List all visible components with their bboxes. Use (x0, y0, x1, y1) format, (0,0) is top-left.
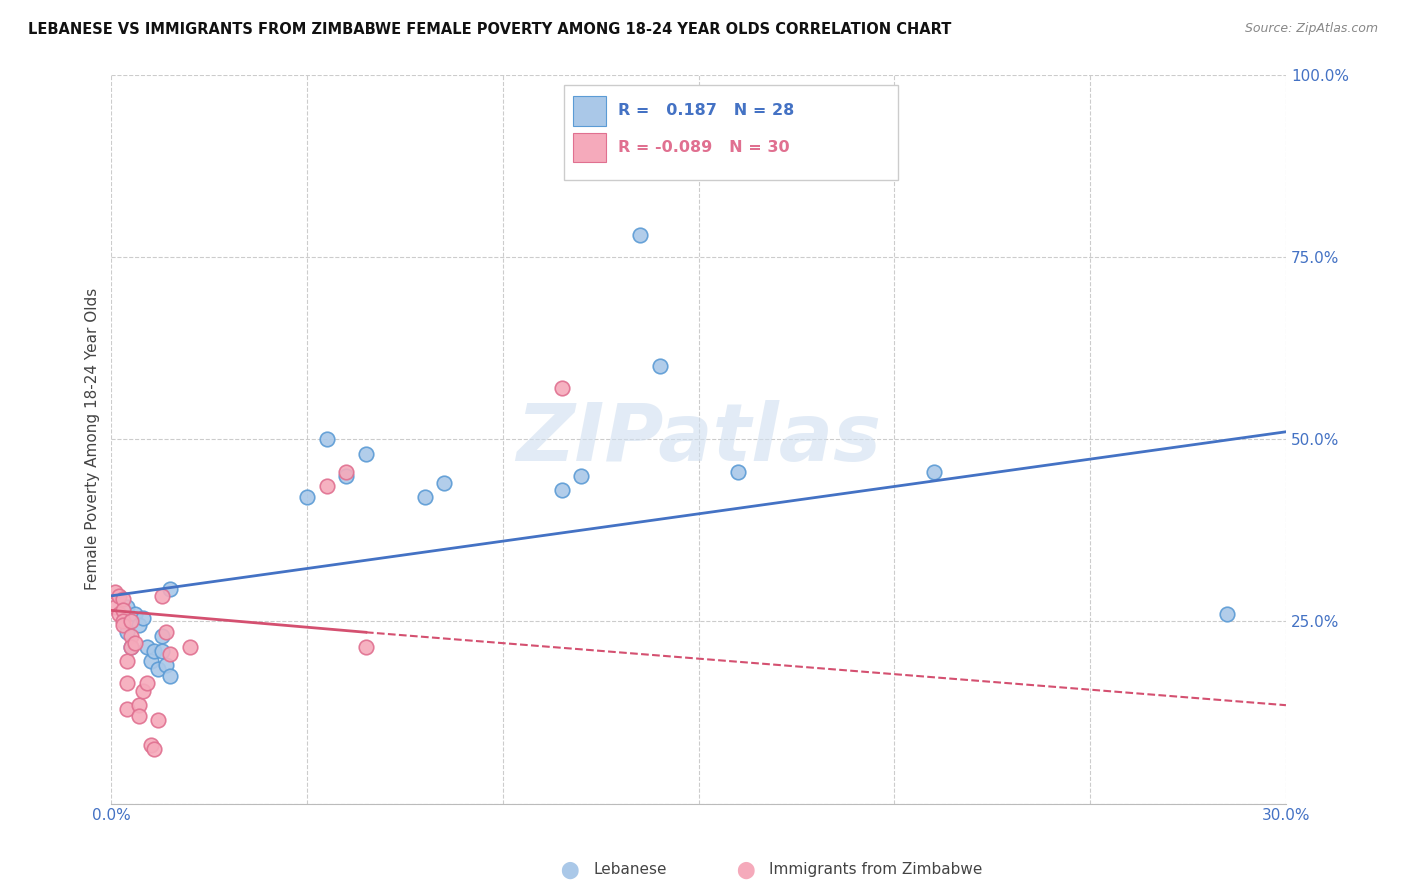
Text: R =   0.187   N = 28: R = 0.187 N = 28 (617, 103, 794, 119)
Point (115, 676, 138, 690)
Point (335, 465, 357, 479)
Point (155, 658, 177, 673)
Point (124, 636, 146, 650)
Text: ZIPatlas: ZIPatlas (516, 401, 882, 478)
Point (108, 607, 131, 621)
Point (115, 702, 138, 716)
Point (354, 640, 377, 654)
Point (115, 655, 138, 669)
Point (132, 610, 155, 624)
Point (143, 643, 166, 657)
Point (104, 599, 127, 614)
Point (628, 227, 651, 242)
Point (433, 475, 456, 490)
Point (115, 625, 138, 640)
Point (159, 669, 181, 683)
Point (132, 683, 155, 698)
Point (159, 582, 181, 596)
Point (150, 643, 173, 657)
Text: Immigrants from Zimbabwe: Immigrants from Zimbabwe (769, 863, 983, 877)
Text: Source: ZipAtlas.com: Source: ZipAtlas.com (1244, 22, 1378, 36)
FancyBboxPatch shape (564, 86, 898, 180)
Text: ⬤: ⬤ (560, 861, 579, 879)
Point (120, 640, 142, 654)
Point (112, 615, 135, 629)
Point (150, 589, 173, 603)
Text: ⬤: ⬤ (735, 861, 755, 879)
Point (155, 625, 177, 640)
Y-axis label: Female Poverty Among 18-24 Year Olds: Female Poverty Among 18-24 Year Olds (86, 288, 100, 591)
Point (148, 713, 170, 727)
Point (648, 359, 671, 373)
Point (120, 615, 142, 629)
Point (104, 585, 127, 599)
Point (922, 465, 945, 479)
Point (179, 640, 201, 654)
Point (413, 491, 436, 505)
Point (112, 618, 135, 632)
Point (354, 447, 377, 461)
Point (1216, 607, 1239, 621)
Point (148, 662, 170, 676)
Text: R = -0.089   N = 30: R = -0.089 N = 30 (617, 140, 789, 155)
Point (135, 676, 157, 690)
Point (124, 607, 146, 621)
Point (150, 629, 173, 643)
Point (120, 629, 142, 643)
Point (120, 640, 142, 654)
Point (128, 698, 150, 713)
Point (315, 479, 337, 493)
Point (115, 599, 138, 614)
Text: LEBANESE VS IMMIGRANTS FROM ZIMBABWE FEMALE POVERTY AMONG 18-24 YEAR OLDS CORREL: LEBANESE VS IMMIGRANTS FROM ZIMBABWE FEM… (28, 22, 952, 37)
Point (569, 468, 592, 483)
Point (139, 739, 162, 753)
Point (727, 465, 749, 479)
Point (143, 742, 166, 756)
Point (550, 483, 572, 497)
FancyBboxPatch shape (574, 133, 606, 162)
Point (112, 592, 135, 607)
Point (550, 381, 572, 395)
FancyBboxPatch shape (574, 96, 606, 126)
Point (135, 640, 157, 654)
Point (108, 589, 131, 603)
Point (128, 709, 150, 723)
Point (159, 647, 181, 661)
Point (335, 468, 357, 483)
Text: Lebanese: Lebanese (593, 863, 666, 877)
Point (295, 491, 318, 505)
Point (112, 603, 135, 617)
Point (315, 432, 337, 446)
Point (139, 655, 162, 669)
Point (128, 618, 150, 632)
